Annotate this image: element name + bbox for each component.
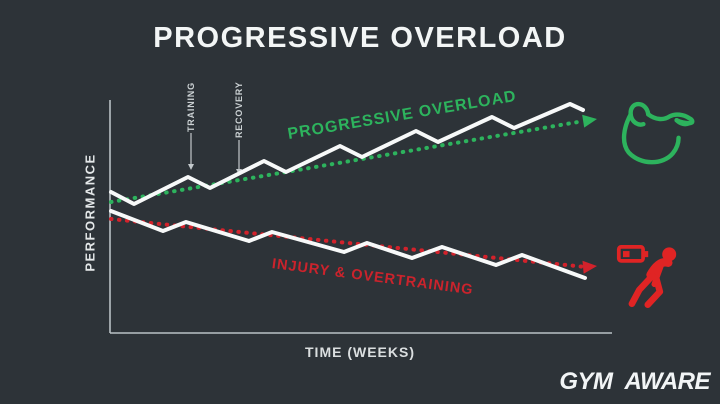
trend-dotted-line-0 — [109, 120, 580, 204]
logo-text-gym: GYM — [559, 368, 613, 395]
annotation-training: TRAINING — [186, 82, 196, 132]
annotation-arrowhead-icon — [188, 164, 194, 170]
flexed-bicep-icon — [621, 101, 695, 165]
x-axis-label: TIME (WEEKS) — [305, 344, 415, 360]
sawtooth-line-1 — [109, 209, 587, 280]
sawtooth-line-0 — [109, 102, 585, 206]
trend-arrowhead-icon-0 — [582, 114, 597, 128]
y-axis-label: PERFORMANCE — [82, 153, 98, 272]
annotation-recovery: RECOVERY — [234, 81, 244, 138]
trend-arrowhead-icon-1 — [582, 260, 597, 274]
page-title: PROGRESSIVE OVERLOAD — [153, 22, 567, 54]
trend-dotted-line-1 — [109, 217, 588, 269]
logo-text-aware: AWARE — [624, 368, 710, 395]
exhausted-person-low-battery-icon — [616, 244, 677, 308]
gymaware-logo: GYM AWARE — [559, 368, 710, 396]
